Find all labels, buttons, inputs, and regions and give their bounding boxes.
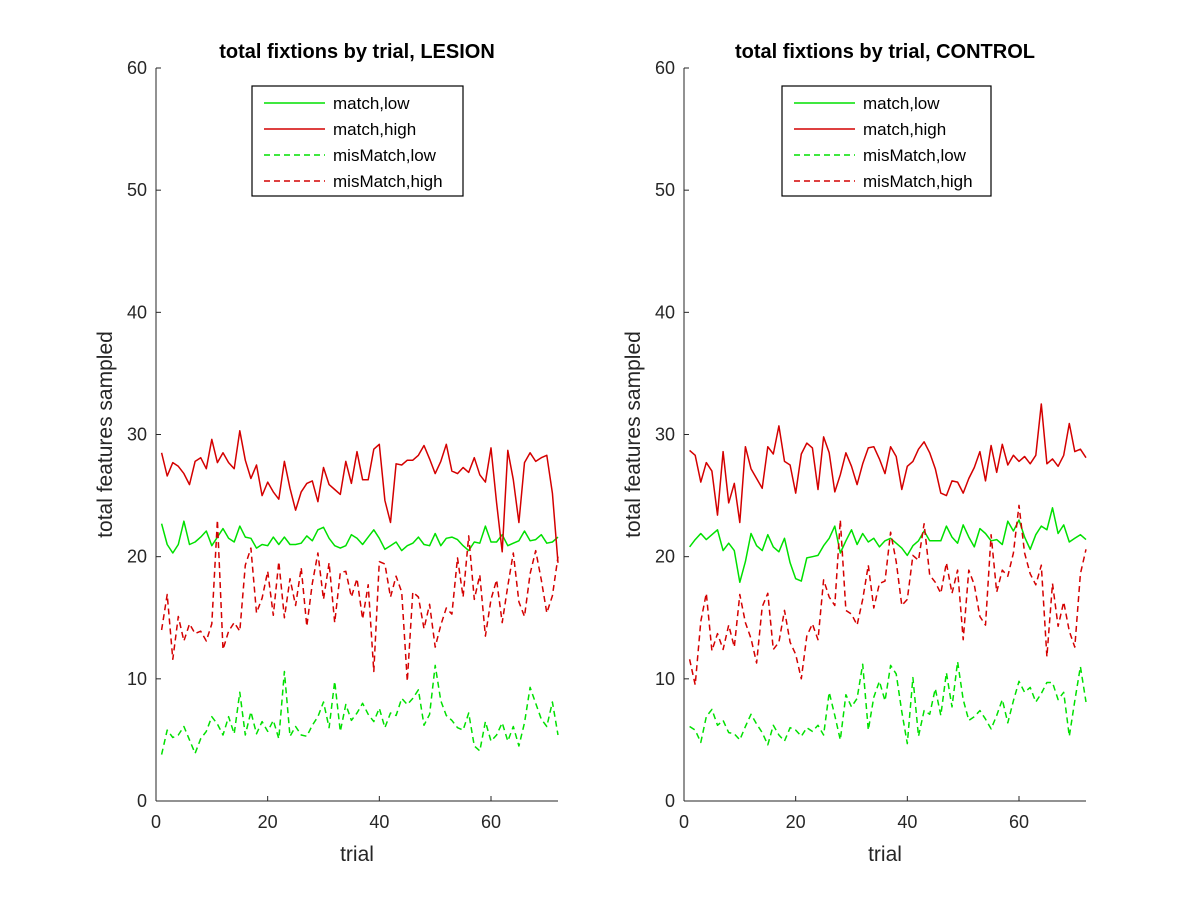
y-tick-label: 0: [665, 791, 675, 811]
y-tick-label: 50: [655, 180, 675, 200]
y-tick-label: 0: [137, 791, 147, 811]
x-tick-label: 20: [258, 812, 278, 832]
x-axis-label: trial: [868, 843, 902, 866]
y-tick-label: 20: [655, 547, 675, 567]
legend-entry-label: misMatch,high: [333, 172, 443, 191]
y-tick-label: 60: [127, 58, 147, 78]
legend-entry-label: match,low: [863, 94, 940, 113]
series-line-mismatch-high: [688, 504, 1087, 686]
x-tick-label: 20: [786, 812, 806, 832]
panel-control: 0 20 40 60 0 10 20 30 40 50 60 trial total features …: [622, 41, 1087, 866]
chart-title: total fixtions by trial, LESION: [219, 41, 495, 63]
legend: match,low match,high misMatch,low misMatch,…: [781, 85, 992, 197]
y-axis-label: total features sampled: [94, 331, 117, 538]
y-tick-label: 30: [655, 425, 675, 445]
chart-title: total fixtions by trial, CONTROL: [735, 41, 1035, 63]
legend-box: [781, 85, 992, 197]
x-axis-label: trial: [340, 843, 374, 866]
series-line-mismatch-high: [160, 519, 559, 683]
series-line-match-high: [160, 430, 559, 563]
legend: match,low match,high misMatch,low misMatch,…: [251, 85, 464, 197]
x-tick-label: 60: [1009, 812, 1029, 832]
y-tick-label: 30: [127, 425, 147, 445]
series-line-match-low: [689, 507, 1087, 584]
y-tick-label: 50: [127, 180, 147, 200]
legend-entry-label: misMatch,high: [863, 172, 973, 191]
y-tick-label: 10: [127, 669, 147, 689]
series-line-match-high: [689, 403, 1087, 524]
y-tick-label: 60: [655, 58, 675, 78]
x-tick-label: 40: [897, 812, 917, 832]
x-tick-label: 0: [151, 812, 161, 832]
y-tick-label: 20: [127, 547, 147, 567]
legend-entry-label: match,high: [863, 120, 946, 139]
x-tick-label: 60: [481, 812, 501, 832]
panel-lesion: 0 20 40 60 0 10 20 30 40 50 60 trial total features …: [94, 41, 559, 866]
series-line-mismatch-low: [160, 664, 559, 755]
y-tick-label: 40: [655, 302, 675, 322]
legend-entry-label: misMatch,low: [333, 146, 437, 165]
series-line-match-low: [160, 520, 559, 554]
y-tick-label: 10: [655, 669, 675, 689]
series-line-mismatch-low: [689, 660, 1087, 746]
legend-box: [251, 85, 464, 197]
legend-entry-label: match,low: [333, 94, 410, 113]
legend-entry-label: match,high: [333, 120, 416, 139]
x-tick-label: 40: [369, 812, 389, 832]
y-axis-label: total features sampled: [622, 331, 645, 538]
legend-entry-label: misMatch,low: [863, 146, 967, 165]
y-tick-label: 40: [127, 302, 147, 322]
x-tick-label: 0: [679, 812, 689, 832]
